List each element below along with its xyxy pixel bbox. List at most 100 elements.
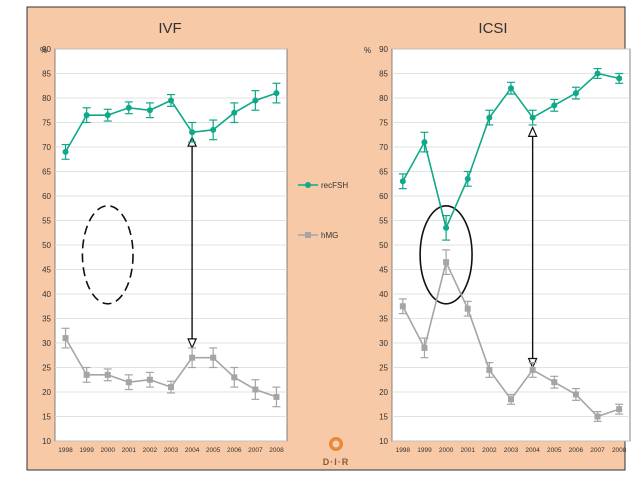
x-tick-label: 2002 xyxy=(143,447,158,454)
y-tick-label: 45 xyxy=(379,266,388,275)
y-tick-label: 85 xyxy=(42,70,51,79)
y-tick-label: 20 xyxy=(379,388,388,397)
data-point-recfsh xyxy=(189,129,196,136)
y-unit-label-ivf: % xyxy=(40,46,47,55)
y-tick-label: 30 xyxy=(42,339,51,348)
y-tick-label: 70 xyxy=(42,143,51,152)
data-point-hmg xyxy=(125,379,132,386)
data-point-recfsh xyxy=(399,178,406,185)
y-tick-label: 55 xyxy=(379,217,388,226)
data-point-hmg xyxy=(104,371,111,378)
data-point-hmg xyxy=(529,366,536,373)
data-point-hmg xyxy=(443,259,450,266)
y-tick-label: 45 xyxy=(42,266,51,275)
y-tick-label: 65 xyxy=(42,168,51,177)
x-tick-label: 1998 xyxy=(396,447,411,454)
data-point-recfsh xyxy=(421,139,428,146)
data-point-recfsh xyxy=(464,175,471,182)
y-tick-label: 80 xyxy=(42,94,51,103)
y-tick-label: 90 xyxy=(42,45,51,54)
data-point-hmg xyxy=(83,371,90,378)
data-point-hmg xyxy=(616,406,623,413)
y-tick-label: 80 xyxy=(379,94,388,103)
data-point-recfsh xyxy=(273,90,280,97)
data-point-hmg xyxy=(231,374,238,381)
data-point-hmg xyxy=(572,391,579,398)
x-tick-label: 2003 xyxy=(504,447,519,454)
x-tick-label: 2004 xyxy=(525,447,540,454)
data-point-recfsh xyxy=(210,126,217,133)
data-point-recfsh xyxy=(508,85,514,92)
data-point-recfsh xyxy=(486,114,493,121)
y-tick-label: 50 xyxy=(379,241,388,250)
data-point-hmg xyxy=(62,335,69,342)
data-point-recfsh xyxy=(125,104,132,111)
chart-title-ivf: IVF xyxy=(158,20,181,37)
y-tick-label: 55 xyxy=(42,217,51,226)
data-point-hmg xyxy=(508,396,514,403)
logo-emblem-inner xyxy=(332,440,340,448)
legend-label-hmg: hMG xyxy=(321,231,338,240)
data-point-hmg xyxy=(594,413,601,420)
y-tick-label: 70 xyxy=(379,143,388,152)
legend-item-hmg: hMG xyxy=(298,231,338,240)
x-tick-label: 1998 xyxy=(58,447,73,454)
x-tick-label: 2004 xyxy=(185,447,200,454)
x-tick-label: 2005 xyxy=(206,447,221,454)
x-tick-label: 2002 xyxy=(482,447,497,454)
y-unit-label-icsi: % xyxy=(364,46,371,55)
data-point-recfsh xyxy=(529,114,536,121)
legend-marker-hmg xyxy=(305,232,311,238)
y-tick-label: 60 xyxy=(379,192,388,201)
data-point-recfsh xyxy=(594,70,601,77)
x-tick-label: 1999 xyxy=(79,447,94,454)
highlight-ellipse-dashed xyxy=(81,205,134,305)
y-tick-label: 25 xyxy=(379,364,388,373)
data-point-recfsh xyxy=(104,112,111,119)
annotation-arrowhead-down xyxy=(187,338,198,350)
data-point-hmg xyxy=(146,376,153,383)
legend-label-recfsh: recFSH xyxy=(321,181,348,190)
x-tick-label: 2001 xyxy=(122,447,137,454)
y-tick-label: 75 xyxy=(379,119,388,128)
y-tick-label: 65 xyxy=(379,168,388,177)
x-tick-label: 2000 xyxy=(439,447,454,454)
x-tick-label: 2006 xyxy=(227,447,242,454)
y-tick-label: 90 xyxy=(379,45,388,54)
x-tick-label: 2003 xyxy=(164,447,179,454)
y-tick-label: 35 xyxy=(42,315,51,324)
data-point-hmg xyxy=(551,379,558,386)
highlight-ellipse xyxy=(419,205,473,305)
y-tick-label: 10 xyxy=(379,437,388,446)
data-point-recfsh xyxy=(252,97,259,104)
y-tick-label: 75 xyxy=(42,119,51,128)
y-tick-label: 10 xyxy=(42,437,51,446)
data-point-hmg xyxy=(189,354,196,361)
data-point-recfsh xyxy=(231,109,238,116)
x-tick-label: 2007 xyxy=(248,447,263,454)
x-tick-label: 2001 xyxy=(460,447,475,454)
logo-text: D·I·R xyxy=(323,457,350,467)
data-point-hmg xyxy=(210,354,217,361)
legend: recFSH hMG xyxy=(298,181,348,240)
data-point-recfsh xyxy=(83,112,90,119)
data-point-hmg xyxy=(486,366,493,373)
data-point-recfsh xyxy=(168,97,174,104)
x-tick-label: 2008 xyxy=(612,447,627,454)
panel-icsi: ICSI % 10 15 20 25 30 35 40 45 50 55 60 65 70 75 80 85 9… xyxy=(364,20,631,454)
data-point-recfsh xyxy=(443,224,450,231)
data-point-recfsh xyxy=(572,90,579,97)
data-point-hmg xyxy=(421,344,428,351)
data-point-recfsh xyxy=(62,148,69,155)
data-point-hmg xyxy=(252,386,259,393)
data-point-hmg xyxy=(464,305,471,312)
data-point-recfsh xyxy=(146,107,153,114)
data-point-hmg xyxy=(273,393,280,400)
chart-title-icsi: ICSI xyxy=(478,20,507,37)
panel-ivf: IVF % 10 15 20 25 30 35 40 45 50 55 60 65 70 75 80 85 90… xyxy=(40,20,288,454)
y-tick-label: 30 xyxy=(379,339,388,348)
y-tick-label: 15 xyxy=(42,413,51,422)
y-tick-label: 20 xyxy=(42,388,51,397)
